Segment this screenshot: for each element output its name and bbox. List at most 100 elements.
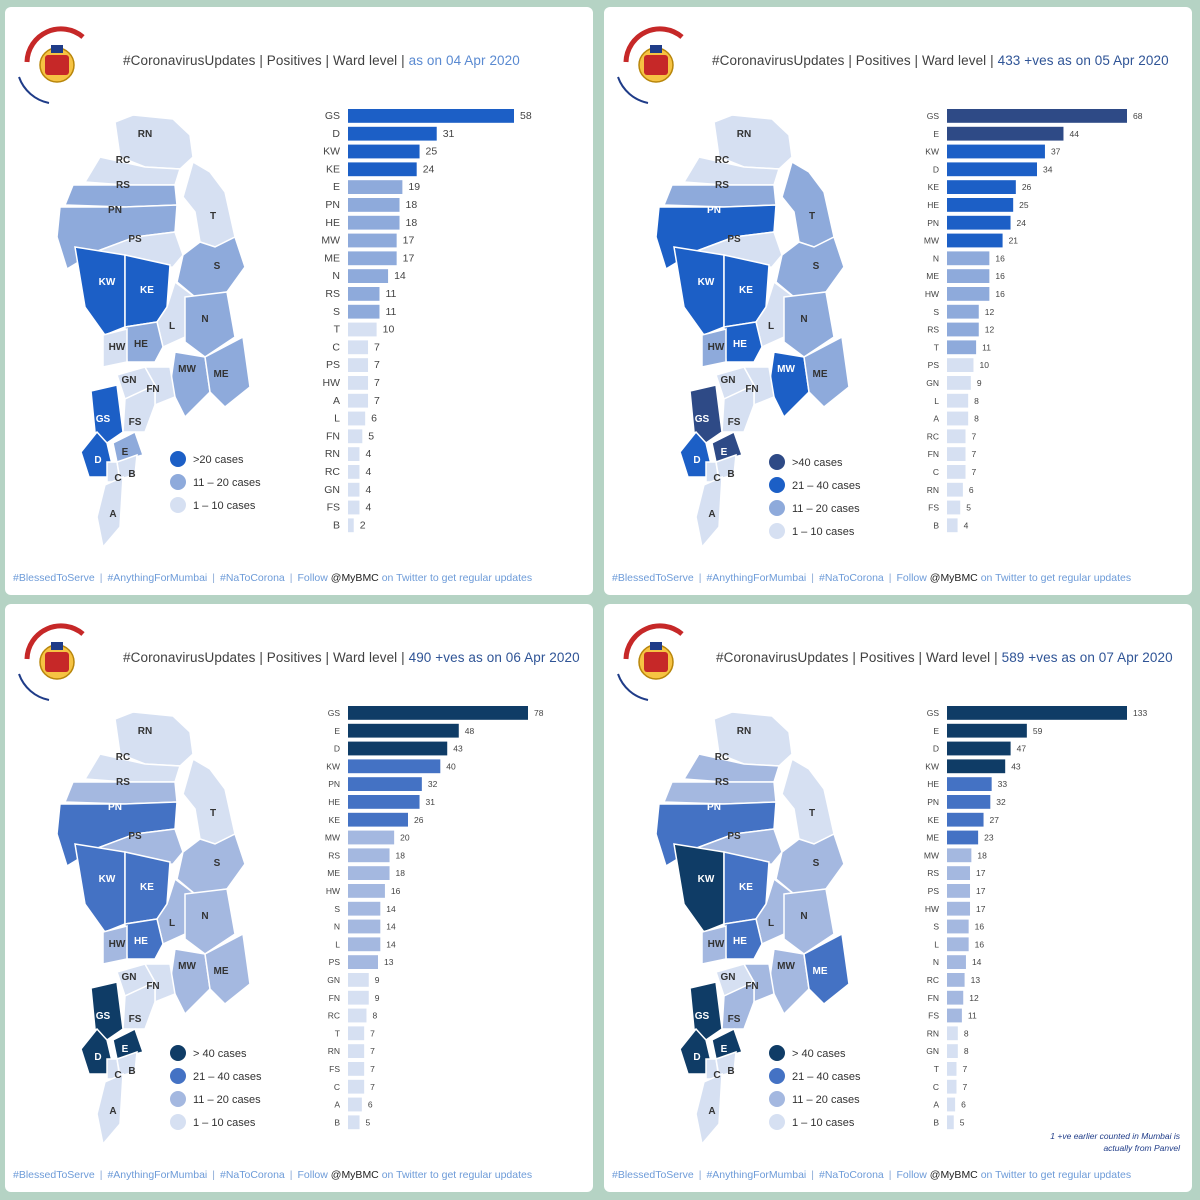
bar-value-label: 40 xyxy=(446,761,456,771)
hashtag-blessed[interactable]: #BlessedToServe xyxy=(13,1169,95,1181)
ward-label-mw: MW xyxy=(178,364,196,375)
ward-s xyxy=(176,832,246,895)
bar-category-label: GN xyxy=(324,484,340,496)
bar-value-label: 25 xyxy=(1019,200,1029,210)
hashtag-anything[interactable]: #AnythingForMumbai xyxy=(107,572,208,584)
ward-label-b: B xyxy=(727,469,734,480)
ward-label-a: A xyxy=(708,1106,715,1117)
bar-category-label: FS xyxy=(928,1011,939,1021)
hashtag-natocorona[interactable]: #NaToCorona xyxy=(818,572,884,584)
bar-value-label: 26 xyxy=(1022,182,1032,192)
bar-value-label: 8 xyxy=(372,1011,377,1021)
bar-me xyxy=(348,866,390,880)
ward-label-c: C xyxy=(713,1070,720,1081)
hashtag-blessed[interactable]: #BlessedToServe xyxy=(612,1169,694,1181)
hashtag-natocorona[interactable]: #NaToCorona xyxy=(219,1169,285,1181)
ward-label-me: ME xyxy=(813,966,828,977)
hashtag-anything[interactable]: #AnythingForMumbai xyxy=(107,1169,208,1181)
bar-b xyxy=(348,518,354,533)
bar-category-label: ME xyxy=(926,833,939,843)
ward-label-fn: FN xyxy=(146,981,159,992)
ward-label-t: T xyxy=(210,808,216,819)
legend-swatch xyxy=(769,454,785,470)
footer: #BlessedToServe | #AnythingForMumbai | #NaTo… xyxy=(13,1169,533,1181)
ward-s xyxy=(775,235,845,298)
bar-value-label: 8 xyxy=(974,414,979,424)
panel-06-apr: RN RC RS PN PS T S KW KE L N HE HW MW ME GN FN FS GS E D C B A >… xyxy=(5,604,593,1192)
hashtag-natocorona[interactable]: #NaToCorona xyxy=(219,572,285,584)
hashtag-natocorona[interactable]: #NaToCorona xyxy=(818,1169,884,1181)
bar-category-label: N xyxy=(332,270,340,282)
bar-value-label: 2 xyxy=(360,519,366,531)
legend-label: >20 cases xyxy=(193,454,244,466)
bar-category-label: KE xyxy=(329,815,341,825)
bmc-logo xyxy=(19,21,99,99)
ward-label-rs: RS xyxy=(116,180,130,191)
bar-value-label: 14 xyxy=(972,957,982,967)
ward-label-s: S xyxy=(813,261,820,272)
twitter-handle[interactable]: @MyBMC xyxy=(330,1169,379,1181)
bar-category-label: KW xyxy=(925,761,939,771)
bar-value-label: 5 xyxy=(966,503,971,513)
bar-value-label: 26 xyxy=(414,815,424,825)
bar-ke xyxy=(348,162,417,177)
bar-kw xyxy=(947,144,1045,159)
ward-hw xyxy=(701,925,727,965)
bar-category-label: PN xyxy=(927,218,939,228)
ward-hw xyxy=(102,925,128,965)
ward-kw xyxy=(673,246,725,336)
bar-category-label: C xyxy=(334,1082,340,1092)
ward-label-gn: GN xyxy=(122,972,137,983)
bar-category-label: C xyxy=(933,1082,939,1092)
ward-label-hw: HW xyxy=(708,939,725,950)
footer: #BlessedToServe | #AnythingForMumbai | #NaTo… xyxy=(612,572,1132,584)
ward-fn xyxy=(143,366,176,407)
bar-me xyxy=(947,830,979,845)
ward-gs xyxy=(689,981,723,1041)
ward-label-rc: RC xyxy=(715,155,729,166)
bar-value-label: 25 xyxy=(426,146,438,158)
hashtag-anything[interactable]: #AnythingForMumbai xyxy=(706,572,807,584)
bar-value-label: 58 xyxy=(520,110,532,122)
bar-category-label: PN xyxy=(927,797,939,807)
ward-label-kw: KW xyxy=(99,277,116,288)
bar-value-label: 7 xyxy=(370,1064,375,1074)
bar-category-label: A xyxy=(333,395,340,407)
bar-category-label: ME xyxy=(327,868,340,878)
legend-swatch xyxy=(769,1091,785,1107)
bar-rs xyxy=(947,322,979,337)
logo-shield xyxy=(45,55,69,75)
bar-rs xyxy=(348,848,390,863)
bar-ps xyxy=(947,884,971,898)
bar-category-label: MW xyxy=(924,236,939,246)
twitter-handle[interactable]: @MyBMC xyxy=(929,1169,978,1181)
bar-l xyxy=(947,393,969,408)
bar-value-label: 31 xyxy=(443,128,455,140)
bar-value-label: 23 xyxy=(984,833,994,843)
bar-value-label: 12 xyxy=(969,993,979,1003)
bar-value-label: 33 xyxy=(998,779,1008,789)
bar-b xyxy=(947,518,958,533)
bar-value-label: 13 xyxy=(384,957,394,967)
ward-gs xyxy=(689,384,723,444)
hashtag-blessed[interactable]: #BlessedToServe xyxy=(612,572,694,584)
bar-category-label: PS xyxy=(329,957,341,967)
logo-ribbon xyxy=(18,673,50,701)
hashtag-blessed[interactable]: #BlessedToServe xyxy=(13,572,95,584)
bar-category-label: RC xyxy=(927,975,939,985)
twitter-handle[interactable]: @MyBMC xyxy=(929,572,978,584)
twitter-handle[interactable]: @MyBMC xyxy=(330,572,379,584)
ward-b xyxy=(715,453,737,480)
ward-me xyxy=(803,335,850,409)
ward-e xyxy=(711,430,743,463)
ward-me xyxy=(204,932,251,1006)
hashtag-anything[interactable]: #AnythingForMumbai xyxy=(706,1169,807,1181)
bar-category-label: E xyxy=(933,129,939,139)
panel-date: as on 04 Apr 2020 xyxy=(408,53,520,68)
ward-label-gn: GN xyxy=(721,375,736,386)
bar-category-label: FN xyxy=(329,993,340,1003)
bar-value-label: 47 xyxy=(1017,744,1027,754)
ward-label-he: HE xyxy=(134,936,148,947)
bar-gs xyxy=(348,109,514,123)
